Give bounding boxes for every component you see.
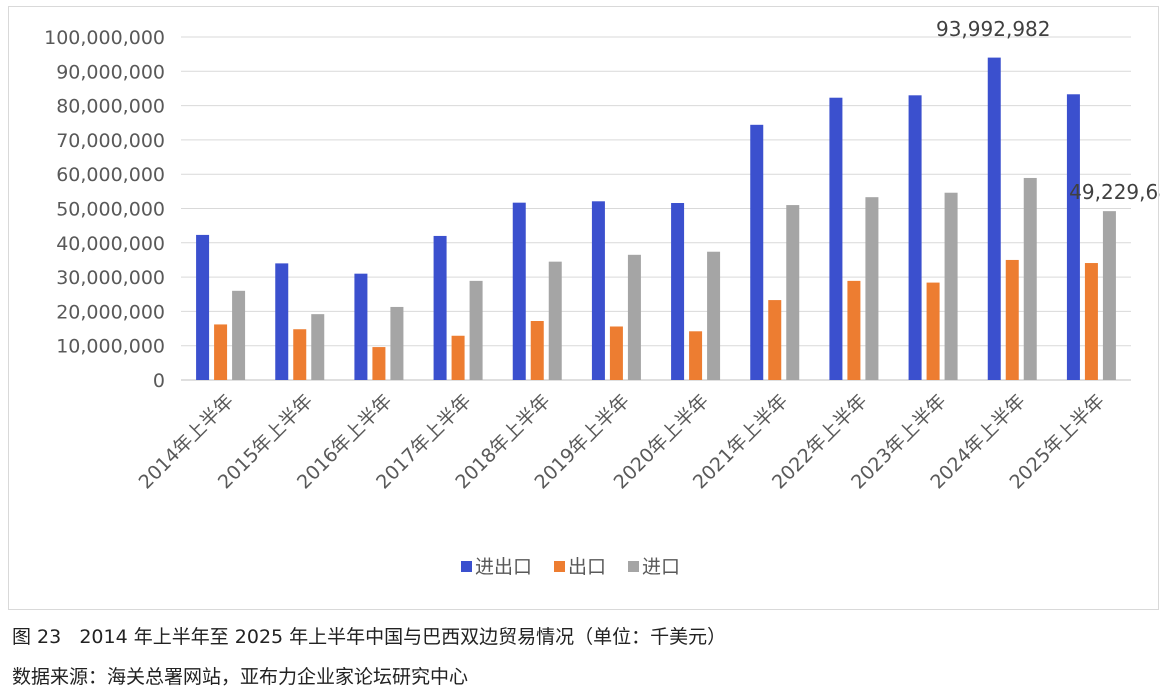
bar-import — [311, 314, 325, 380]
y-tick-label: 20,000,000 — [56, 301, 165, 323]
legend-swatch — [461, 561, 472, 572]
data-label: 49,229,683 — [1069, 180, 1160, 204]
figure-caption: 图 23 2014 年上半年至 2025 年上半年中国与巴西双边贸易情况（单位：… — [12, 626, 727, 648]
legend-swatch — [554, 561, 565, 572]
bar-total — [1066, 94, 1080, 380]
bar-import — [1023, 177, 1037, 380]
y-tick-label: 40,000,000 — [56, 233, 165, 255]
bar-export — [530, 321, 544, 380]
bar-total — [196, 234, 210, 380]
bar-import — [786, 205, 800, 380]
bar-import — [1102, 211, 1116, 380]
y-tick-label: 100,000,000 — [44, 27, 165, 49]
bar-export — [609, 326, 623, 380]
bar-total — [908, 95, 922, 380]
bar-total — [433, 235, 447, 380]
legend-label: 进出口 — [475, 556, 532, 578]
bar-total — [987, 57, 1001, 381]
chart-frame: 0 10,000,000 20,000,000 30,000,000 40,000,00… — [8, 6, 1160, 610]
y-tick-label: 10,000,000 — [56, 336, 165, 358]
y-tick-label: 50,000,000 — [56, 199, 165, 221]
bar-total — [275, 263, 289, 380]
legend-label: 出口 — [568, 556, 606, 578]
y-tick-label: 70,000,000 — [56, 130, 165, 152]
bar-total — [591, 201, 605, 380]
bar-export — [1084, 263, 1098, 380]
legend-label: 进口 — [642, 556, 680, 578]
bar-export — [372, 347, 386, 380]
bar-import — [232, 290, 246, 380]
legend-swatch — [628, 561, 639, 572]
bar-export — [293, 329, 307, 380]
data-label: 93,992,982 — [936, 17, 1051, 41]
y-tick-label: 0 — [153, 370, 165, 392]
bar-export — [926, 282, 940, 380]
bar-total — [829, 97, 843, 380]
bar-import — [707, 251, 721, 380]
bar-total — [750, 124, 764, 380]
bar-import — [627, 254, 641, 380]
y-tick-label: 90,000,000 — [56, 61, 165, 83]
bar-export — [214, 324, 228, 380]
bar-import — [548, 261, 562, 380]
bar-export — [689, 331, 703, 380]
bar-export — [768, 300, 782, 380]
bar-export — [847, 280, 861, 380]
y-tick-label: 60,000,000 — [56, 164, 165, 186]
bar-import — [865, 197, 879, 380]
bar-total — [512, 202, 526, 380]
bar-chart: 0 10,000,000 20,000,000 30,000,000 40,000,00… — [44, 17, 1160, 578]
y-tick-label: 30,000,000 — [56, 267, 165, 289]
bar-total — [671, 203, 685, 380]
bar-import — [390, 306, 404, 380]
bar-import — [944, 192, 958, 380]
y-tick-label: 80,000,000 — [56, 96, 165, 118]
bar-export — [451, 335, 465, 380]
bar-total — [354, 273, 368, 380]
bar-import — [469, 280, 483, 380]
bar-export — [1005, 259, 1019, 380]
source-note: 数据来源：海关总署网站，亚布力企业家论坛研究中心 — [12, 666, 469, 688]
